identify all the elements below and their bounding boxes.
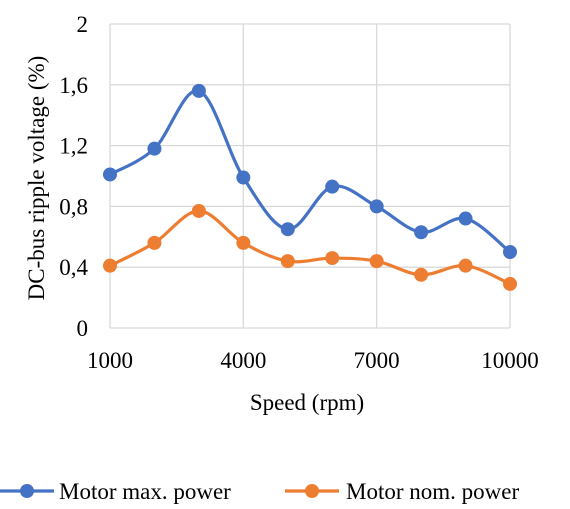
legend-item: Motor max. power bbox=[0, 479, 231, 504]
data-point bbox=[503, 245, 517, 259]
data-point bbox=[369, 254, 384, 269]
y-tick-label: 1,2 bbox=[59, 134, 88, 159]
data-point bbox=[414, 267, 429, 282]
series-line bbox=[109, 209, 511, 286]
y-tick-label: 0,4 bbox=[59, 255, 88, 280]
y-axis-title: DC-bus ripple voltage (%) bbox=[24, 56, 49, 301]
series-motor-nom-power bbox=[103, 203, 517, 291]
data-point bbox=[414, 225, 429, 240]
legend-label: Motor max. power bbox=[59, 479, 231, 504]
axes: Speed (rpm) DC-bus ripple voltage (%) 0 0… bbox=[24, 12, 539, 415]
data-point bbox=[147, 141, 162, 156]
x-tick-label: 4000 bbox=[220, 348, 266, 373]
data-point bbox=[191, 203, 206, 218]
legend-item: Motor nom. power bbox=[285, 479, 519, 504]
y-tick-label: 1,6 bbox=[59, 73, 88, 98]
data-point bbox=[103, 258, 117, 273]
data-point bbox=[325, 251, 340, 266]
data-point bbox=[280, 222, 295, 237]
data-point bbox=[458, 211, 473, 226]
legend-marker bbox=[20, 484, 34, 498]
data-point bbox=[236, 235, 251, 250]
data-point bbox=[458, 258, 473, 273]
y-tick-label: 0,8 bbox=[59, 194, 88, 219]
x-tick-label: 7000 bbox=[354, 348, 400, 373]
grid bbox=[109, 23, 511, 329]
data-point bbox=[325, 179, 340, 194]
series-line bbox=[109, 89, 512, 254]
data-point bbox=[503, 276, 517, 291]
series bbox=[103, 83, 517, 291]
legend: Motor max. power Motor nom. power bbox=[0, 479, 519, 504]
y-tick-label: 0 bbox=[77, 316, 89, 341]
legend-label: Motor nom. power bbox=[346, 479, 519, 504]
data-point bbox=[369, 199, 384, 214]
legend-marker bbox=[305, 484, 319, 498]
x-tick-label: 10000 bbox=[481, 348, 539, 373]
data-point bbox=[280, 254, 295, 269]
data-point bbox=[191, 83, 206, 98]
data-point bbox=[103, 167, 117, 182]
y-tick-label: 2 bbox=[77, 12, 89, 37]
data-point bbox=[147, 235, 162, 250]
x-tick-label: 1000 bbox=[87, 348, 133, 373]
data-point bbox=[236, 170, 251, 185]
x-axis-title: Speed (rpm) bbox=[250, 390, 364, 415]
series-motor-max-power bbox=[103, 83, 517, 259]
